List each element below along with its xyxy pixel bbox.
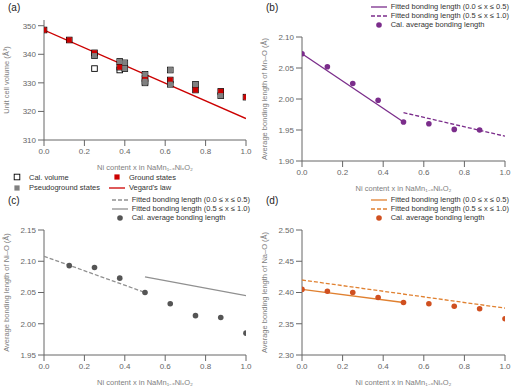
svg-text:2.00: 2.00 [278,95,294,104]
html-text:Ground states: Ground states [128,172,176,182]
html-text:Fitted bonding length (0.0 ≤ x: Fitted bonding length (0.0 ≤ x ≤ 0.5) [131,195,250,204]
html-text:Fitted bonding length (0.0 ≤ x: Fitted bonding length (0.0 ≤ x ≤ 0.5) [390,195,509,204]
svg-text:2.00: 2.00 [20,320,36,329]
svg-text:2.50: 2.50 [278,226,294,235]
svg-text:2.10: 2.10 [20,257,36,266]
svg-text:0.8: 0.8 [459,362,471,371]
svg-text:0.6: 0.6 [418,168,430,177]
svg-text:Ni content x in NaMn₁₋ₓNiₓO₂: Ni content x in NaMn₁₋ₓNiₓO₂ [356,184,452,193]
svg-text:340: 340 [23,50,37,59]
svg-text:0.4: 0.4 [119,147,131,156]
svg-text:1.0: 1.0 [499,362,509,371]
svg-text:Average bonding length of Mn–O: Average bonding length of Mn–O (Å) [260,37,269,160]
html-text:(d): (d) [266,195,279,206]
html-text:Fitted bonding length (0.0 ≤ x: Fitted bonding length (0.0 ≤ x ≤ 0.5) [390,2,509,11]
svg-text:0.0: 0.0 [38,362,50,371]
svg-text:0.0: 0.0 [38,147,50,156]
svg-text:0.2: 0.2 [79,362,91,371]
svg-text:0.8: 0.8 [200,147,212,156]
html-text:(c): (c) [8,195,20,206]
html-text:Fitted bonding length (0.5 ≤ x: Fitted bonding length (0.5 ≤ x ≤ 1.0) [390,11,509,20]
html-text:(a): (a) [8,2,21,13]
svg-text:Ni content x in NaMn₁₋ₓNiₓO₂: Ni content x in NaMn₁₋ₓNiₓO₂ [356,378,452,387]
svg-text:1.95: 1.95 [20,351,36,360]
svg-text:0.6: 0.6 [160,147,172,156]
svg-text:0.6: 0.6 [160,362,172,371]
svg-text:0.0: 0.0 [296,168,308,177]
svg-text:1.95: 1.95 [278,126,294,135]
html-text:Pseudoground states: Pseudoground states [29,183,100,193]
html-text:Fitted bonding length (0.5 ≤ x: Fitted bonding length (0.5 ≤ x ≤ 1.0) [131,204,250,213]
svg-text:0.2: 0.2 [337,168,349,177]
svg-text:Average bonding length of Ni–O: Average bonding length of Ni–O (Å) [8,233,11,352]
svg-text:2.35: 2.35 [278,320,294,329]
svg-text:0.6: 0.6 [418,362,430,371]
svg-text:320: 320 [23,107,37,116]
svg-text:0.2: 0.2 [337,362,349,371]
svg-text:0.4: 0.4 [119,362,131,371]
html-text:Cal. average bonding length: Cal. average bonding length [390,20,485,29]
html-text:(b): (b) [266,2,279,13]
svg-text:0.8: 0.8 [459,168,471,177]
svg-text:2.10: 2.10 [278,33,294,42]
svg-text:0.0: 0.0 [296,362,308,371]
svg-text:Ni content x in NaMn₁₋ₓNiₓO₂: Ni content x in NaMn₁₋ₓNiₓO₂ [97,163,193,172]
svg-text:2.05: 2.05 [278,64,294,73]
svg-text:0.4: 0.4 [378,168,390,177]
svg-text:0.4: 0.4 [378,362,390,371]
svg-text:350: 350 [23,22,37,31]
html-text:Cal. average bonding length: Cal. average bonding length [131,213,226,222]
svg-text:2.40: 2.40 [278,288,294,297]
svg-text:330: 330 [23,79,37,88]
svg-text:1.90: 1.90 [278,157,294,166]
svg-text:310: 310 [23,136,37,145]
svg-text:0.2: 0.2 [79,147,91,156]
svg-text:0.8: 0.8 [200,362,212,371]
html-text:Vegard's law: Vegard's law [128,183,172,193]
svg-text:2.15: 2.15 [20,226,36,235]
svg-text:Ni content x in NaMn₁₋ₓNiₓO₂: Ni content x in NaMn₁₋ₓNiₓO₂ [97,378,193,387]
svg-text:Unit cell volume (Å³): Unit cell volume (Å³) [8,46,11,114]
html-text:Cal. average bonding length: Cal. average bonding length [390,213,485,222]
svg-text:1.0: 1.0 [499,168,509,177]
svg-text:2.05: 2.05 [20,288,36,297]
html-text:Cal. volume: Cal. volume [29,172,69,182]
svg-text:1.0: 1.0 [240,147,252,156]
svg-text:2.30: 2.30 [278,351,294,360]
svg-text:1.0: 1.0 [240,362,252,371]
svg-text:2.45: 2.45 [278,257,294,266]
svg-text:Average bonding length of Na–O: Average bonding length of Na–O (Å) [260,231,269,353]
html-text:Fitted bonding length (0.5 ≤ x: Fitted bonding length (0.5 ≤ x ≤ 1.0) [390,204,509,213]
